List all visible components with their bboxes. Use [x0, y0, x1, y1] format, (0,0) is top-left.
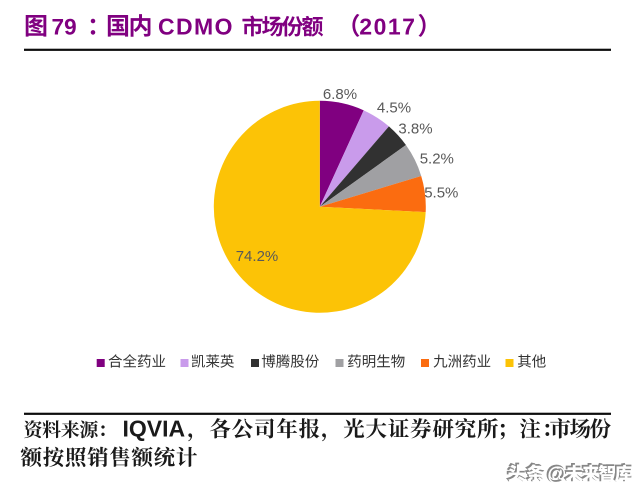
svg-text:74.2%: 74.2% [236, 248, 279, 265]
svg-text:5.5%: 5.5% [424, 185, 458, 202]
svg-text:3.8%: 3.8% [398, 121, 432, 138]
svg-text:5.2%: 5.2% [420, 151, 454, 168]
svg-text:4.5%: 4.5% [377, 100, 411, 117]
svg-text:6.8%: 6.8% [323, 86, 357, 103]
